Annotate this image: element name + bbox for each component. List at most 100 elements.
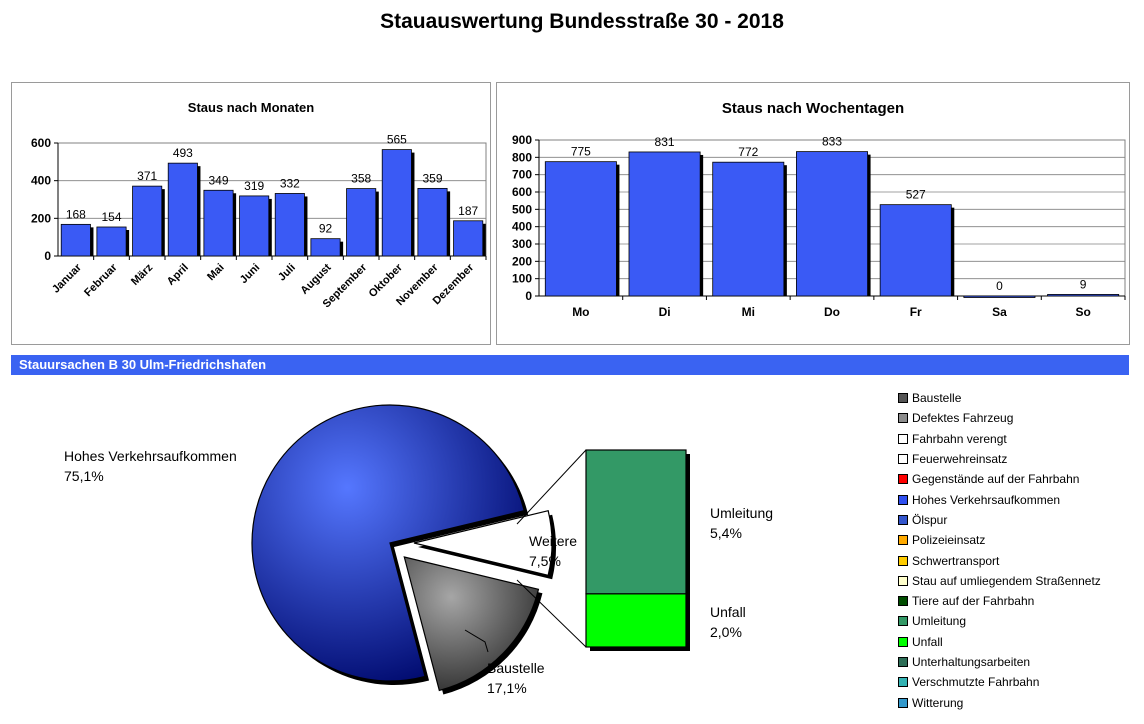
legend-label: Polizeieinsatz <box>912 533 986 548</box>
legend-swatch <box>898 535 908 546</box>
y-tick-label: 100 <box>512 272 532 286</box>
bar-label-unfall: Unfall 2,0% <box>710 602 746 642</box>
legend-swatch <box>898 393 908 404</box>
legend-swatch <box>898 657 908 667</box>
legend-label: Defektes Fahrzeug <box>912 411 1014 426</box>
pie-label-value: 75,1% <box>64 468 104 484</box>
data-label: 831 <box>655 135 675 149</box>
legend-item: Baustelle <box>898 388 1138 408</box>
y-tick-label: 200 <box>31 211 51 225</box>
x-tick-label: Februar <box>82 261 120 299</box>
data-label: 371 <box>137 169 157 183</box>
x-tick-label: Mo <box>572 305 589 319</box>
y-tick-label: 0 <box>44 249 51 263</box>
legend-item: Polizeieinsatz <box>898 530 1138 550</box>
x-tick-label: Mai <box>205 262 226 283</box>
bar <box>628 151 701 297</box>
x-tick-label: August <box>298 261 334 297</box>
bar <box>96 226 127 257</box>
x-tick-label: So <box>1075 305 1090 319</box>
legend-swatch <box>898 677 908 688</box>
pie-label-weitere: Weitere 7,5% <box>529 531 577 571</box>
x-tick-label: Fr <box>910 305 922 319</box>
y-tick-label: 200 <box>512 254 532 268</box>
stack-segment <box>585 593 687 648</box>
pie-label-value: 7,5% <box>529 553 561 569</box>
y-tick-label: 900 <box>512 133 532 147</box>
bar <box>963 295 1036 298</box>
legend-item: Feuerwehreinsatz <box>898 449 1138 469</box>
pie-label-baustelle: Baustelle 17,1% <box>487 658 545 698</box>
x-tick-label: Juni <box>238 262 262 286</box>
legend-swatch <box>898 413 908 424</box>
data-label: 168 <box>66 207 86 221</box>
connector-line-bottom <box>516 579 587 648</box>
legend-swatch <box>898 433 908 444</box>
plot-area <box>57 142 487 257</box>
y-tick-label: 700 <box>512 168 532 182</box>
data-label: 9 <box>1080 277 1087 291</box>
legend-swatch <box>898 555 908 566</box>
x-tick-label: Mi <box>742 305 755 319</box>
data-label: 332 <box>280 176 300 190</box>
months-chart-title: Staus nach Monaten <box>187 100 315 115</box>
legend-label: Schwertransport <box>912 553 1000 568</box>
bar <box>167 162 198 257</box>
bar <box>544 161 617 297</box>
legend-label: Hohes Verkehrsaufkommen <box>912 492 1061 507</box>
bar <box>132 185 163 257</box>
bar <box>203 189 234 257</box>
legend-item: Ölspur <box>898 510 1138 530</box>
x-tick-label: Sa <box>992 305 1007 319</box>
legend-swatch <box>898 575 908 586</box>
weekdays-chart-title: Staus nach Wochentagen <box>721 100 905 117</box>
data-label: 187 <box>458 204 478 218</box>
legend-item: Stau auf umliegendem Straßennetz <box>898 571 1138 591</box>
legend-swatch <box>898 596 908 607</box>
data-label: 349 <box>208 173 228 187</box>
legend-label: Umleitung <box>912 614 967 629</box>
weekdays-chart-panel: Staus nach Wochentagen 0 100 200 300 400 500 6… <box>496 82 1130 345</box>
legend-swatch <box>898 474 908 485</box>
y-tick-label: 400 <box>31 174 51 188</box>
pie-slice <box>413 509 553 577</box>
data-label: 154 <box>101 210 121 224</box>
data-label: 319 <box>244 179 264 193</box>
legend-item: Defektes Fahrzeug <box>898 408 1138 428</box>
bar <box>796 151 868 297</box>
legend-item: Gegenstände auf der Fahrbahn <box>898 469 1138 489</box>
bar-label-text: Unfall <box>710 604 746 620</box>
legend-swatch <box>898 616 908 627</box>
connector-line-top <box>516 449 587 525</box>
baustelle-leader-line <box>464 629 489 653</box>
bar-label-value: 5,4% <box>710 525 742 541</box>
bar <box>712 161 785 297</box>
data-label: 565 <box>387 133 407 147</box>
legend-item: Verschmutzte Fahrbahn <box>898 672 1138 692</box>
bar <box>239 195 270 257</box>
legend-item: Fahrbahn verengt <box>898 429 1138 449</box>
legend-swatch <box>898 636 908 647</box>
y-tick-label: 600 <box>31 136 51 150</box>
y-tick-label: 500 <box>512 202 532 216</box>
data-label: 0 <box>996 279 1003 293</box>
legend-label: Gegenstände auf der Fahrbahn <box>912 472 1080 487</box>
bar-label-umleitung: Umleitung 5,4% <box>710 503 773 543</box>
bar <box>381 149 412 257</box>
legend-swatch <box>898 494 908 505</box>
legend-label: Stau auf umliegendem Straßennetz <box>912 573 1101 588</box>
legend-swatch <box>898 514 908 525</box>
legend-label: Baustelle <box>912 391 962 406</box>
y-tick-label: 300 <box>512 237 532 251</box>
pie-label-text: Weitere <box>529 533 577 549</box>
legend-item: Tiere auf der Fahrbahn <box>898 591 1138 611</box>
y-tick-label: 0 <box>525 289 532 303</box>
data-label: 772 <box>738 145 758 159</box>
weekdays-bar-chart: 0 100 200 300 400 500 600 700 800 900 775 Mo 831 Di 77… <box>512 133 1126 319</box>
bar <box>453 220 484 257</box>
data-label: 359 <box>422 171 442 185</box>
months-chart-panel: Staus nach Monaten 0 200 400 600 168 Januar 15… <box>11 82 491 345</box>
x-tick-label: Juli <box>276 262 298 284</box>
bar <box>417 187 448 257</box>
legend-item: Schwertransport <box>898 550 1138 570</box>
